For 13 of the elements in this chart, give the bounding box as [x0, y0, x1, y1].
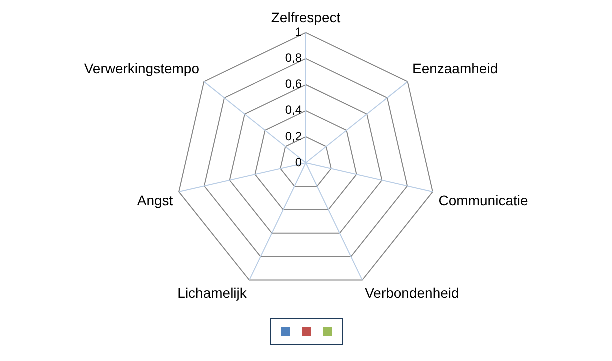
spoke-label: Communicatie [438, 192, 528, 209]
y-tick-label: 0,6 [285, 77, 302, 92]
spoke-label: Zelfrespect [271, 9, 341, 26]
y-tick-label: 0,2 [285, 129, 302, 144]
y-tick-label: 0,8 [285, 51, 302, 66]
spoke-label: Eenzaamheid [412, 60, 498, 77]
y-tick-label: 1 [295, 25, 302, 40]
spoke-label: Verbondenheid [365, 284, 460, 301]
spoke-label: Verwerkingstempo [84, 60, 200, 77]
spoke-label: Lichamelijk [178, 284, 248, 301]
y-tick-label: 0 [295, 155, 302, 170]
y-tick-label: 0,4 [285, 103, 302, 118]
spoke-label: Angst [137, 192, 174, 209]
